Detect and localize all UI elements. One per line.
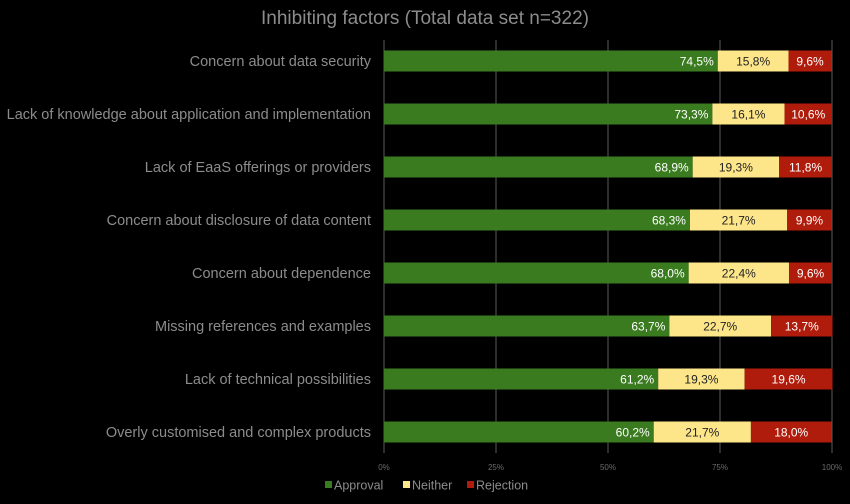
x-axis-ticks: 0% 25% 50% 75% 100% xyxy=(378,463,842,472)
bar-rejection xyxy=(750,421,832,443)
bar-rejection xyxy=(788,50,832,72)
legend-label: Approval xyxy=(334,479,383,493)
category-labels: Concern about data security Lack of knowl… xyxy=(7,54,372,441)
data-label: 68,9% xyxy=(655,161,689,175)
data-label: 19,3% xyxy=(684,373,718,387)
data-label: 61,2% xyxy=(620,373,654,387)
data-label: 21,7% xyxy=(685,426,719,440)
data-label: 16,1% xyxy=(731,108,765,122)
bar-approval xyxy=(384,262,689,284)
category-label: Concern about data security xyxy=(190,54,372,70)
bar-neither xyxy=(688,262,789,284)
bar-approval xyxy=(384,209,690,231)
bar-neither xyxy=(669,315,772,337)
data-label: 9,6% xyxy=(796,55,824,69)
x-tick-label: 100% xyxy=(822,463,842,472)
legend-swatch-rejection xyxy=(467,481,474,488)
legend: Approval Neither Rejection xyxy=(325,479,528,493)
data-label: 21,7% xyxy=(722,214,756,228)
category-label: Lack of EaaS offerings or providers xyxy=(145,160,371,176)
x-tick-label: 25% xyxy=(488,463,504,472)
data-label: 22,7% xyxy=(703,320,737,334)
bar-neither xyxy=(712,103,785,125)
category-label: Overly customised and complex products xyxy=(106,425,371,441)
bar-approval xyxy=(384,50,718,72)
data-label: 68,0% xyxy=(651,267,685,281)
data-label: 15,8% xyxy=(736,55,770,69)
category-label: Concern about disclosure of data content xyxy=(107,213,371,229)
bar-neither xyxy=(653,421,751,443)
bar-rejection xyxy=(784,103,832,125)
bar-rejection xyxy=(788,262,832,284)
chart-title: Inhibiting factors (Total data set n=322… xyxy=(261,8,589,29)
data-label: 10,6% xyxy=(791,108,825,122)
data-label: 68,3% xyxy=(652,214,686,228)
legend-swatch-approval xyxy=(325,481,332,488)
data-label: 19,3% xyxy=(719,161,753,175)
gridlines xyxy=(383,40,833,453)
data-label: 9,9% xyxy=(796,214,824,228)
bar-neither xyxy=(689,209,788,231)
bar-approval xyxy=(384,421,654,443)
category-label: Lack of knowledge about application and … xyxy=(7,107,371,123)
bar-rejection xyxy=(744,368,833,390)
legend-label: Neither xyxy=(412,479,452,493)
data-label: 63,7% xyxy=(631,320,665,334)
data-label: 18,0% xyxy=(774,426,808,440)
bar-neither xyxy=(692,156,780,178)
bar-neither xyxy=(717,50,789,72)
bars-group: 74,5% 15,8% 9,6% 73,3% 16,1% 10,6% 68,9% 19,3% 1… xyxy=(384,50,833,443)
bar-rejection xyxy=(771,315,833,337)
x-tick-label: 0% xyxy=(378,463,390,472)
data-label: 22,4% xyxy=(722,267,756,281)
data-label: 60,2% xyxy=(616,426,650,440)
bar-approval xyxy=(384,156,693,178)
data-label: 13,7% xyxy=(785,320,819,334)
data-label: 74,5% xyxy=(680,55,714,69)
bar-approval xyxy=(384,315,670,337)
data-label: 19,6% xyxy=(772,373,806,387)
bar-rejection xyxy=(779,156,832,178)
bar-neither xyxy=(658,368,745,390)
data-label: 73,3% xyxy=(674,108,708,122)
bar-approval xyxy=(384,368,659,390)
category-label: Concern about dependence xyxy=(192,266,371,282)
bar-approval xyxy=(384,103,713,125)
x-tick-label: 75% xyxy=(712,463,728,472)
legend-label: Rejection xyxy=(476,479,528,493)
legend-swatch-neither xyxy=(403,481,410,488)
category-label: Missing references and examples xyxy=(155,319,371,335)
x-tick-label: 50% xyxy=(600,463,616,472)
category-label: Lack of technical possibilities xyxy=(185,372,371,388)
data-label: 11,8% xyxy=(789,161,822,175)
bar-rejection xyxy=(787,209,832,231)
data-label: 9,6% xyxy=(797,267,825,281)
